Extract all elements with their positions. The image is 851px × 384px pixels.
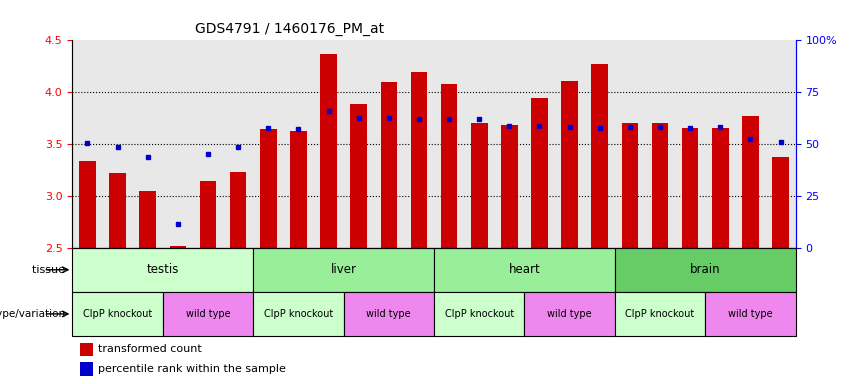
Bar xyxy=(591,64,608,248)
Text: liver: liver xyxy=(330,263,357,276)
Bar xyxy=(742,116,759,248)
Bar xyxy=(72,292,163,336)
Text: wild type: wild type xyxy=(728,309,773,319)
Text: tissue: tissue xyxy=(31,265,68,275)
Text: ClpP knockout: ClpP knockout xyxy=(444,309,514,319)
Bar xyxy=(80,362,93,376)
Text: GDS4791 / 1460176_PM_at: GDS4791 / 1460176_PM_at xyxy=(195,23,384,36)
Bar xyxy=(169,246,186,248)
Bar xyxy=(109,173,126,248)
Text: transformed count: transformed count xyxy=(98,344,202,354)
Bar xyxy=(434,292,524,336)
Bar xyxy=(80,343,93,356)
Text: wild type: wild type xyxy=(547,309,592,319)
Text: wild type: wild type xyxy=(186,309,231,319)
Bar xyxy=(712,128,728,248)
Bar xyxy=(351,104,367,248)
Bar xyxy=(773,157,789,248)
Text: ClpP knockout: ClpP knockout xyxy=(625,309,694,319)
Text: testis: testis xyxy=(146,263,179,276)
Bar xyxy=(320,54,337,248)
Bar xyxy=(652,123,668,248)
Bar xyxy=(434,248,614,292)
Bar xyxy=(254,248,434,292)
Bar xyxy=(614,292,705,336)
Text: heart: heart xyxy=(509,263,540,276)
Bar xyxy=(260,129,277,248)
Bar xyxy=(682,128,699,248)
Bar xyxy=(562,81,578,248)
Bar xyxy=(163,292,254,336)
Text: percentile rank within the sample: percentile rank within the sample xyxy=(98,364,286,374)
Bar xyxy=(254,292,344,336)
Bar xyxy=(614,248,796,292)
Bar xyxy=(290,131,306,248)
Bar xyxy=(72,248,254,292)
Bar xyxy=(471,123,488,248)
Bar xyxy=(200,181,216,248)
Bar xyxy=(621,123,638,248)
Bar xyxy=(344,292,434,336)
Bar xyxy=(380,82,397,248)
Bar xyxy=(531,98,548,248)
Bar xyxy=(411,73,427,248)
Bar xyxy=(140,191,156,248)
Bar xyxy=(79,161,95,248)
Bar xyxy=(705,292,796,336)
Text: brain: brain xyxy=(690,263,721,276)
Text: wild type: wild type xyxy=(367,309,411,319)
Text: genotype/variation: genotype/variation xyxy=(0,309,68,319)
Text: ClpP knockout: ClpP knockout xyxy=(83,309,152,319)
Bar xyxy=(524,292,614,336)
Bar xyxy=(441,84,457,248)
Bar xyxy=(501,125,517,248)
Bar xyxy=(230,172,247,248)
Text: ClpP knockout: ClpP knockout xyxy=(264,309,333,319)
